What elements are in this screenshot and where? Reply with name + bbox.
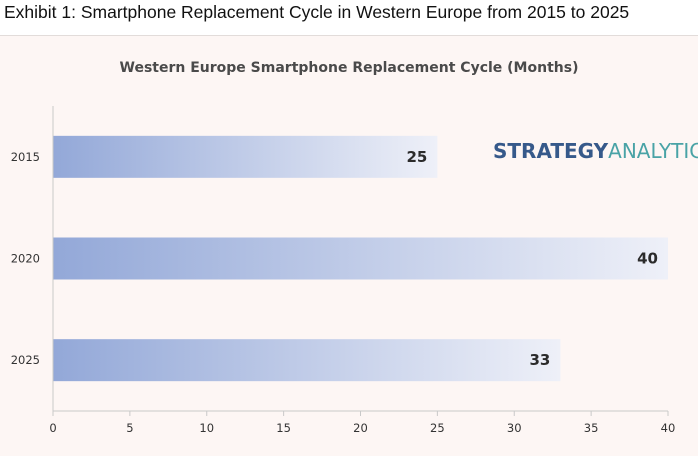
data-label-2020: 40 xyxy=(637,250,658,268)
category-label-2020: 2020 xyxy=(11,252,40,266)
logo-part-analytics: ANALYTICS xyxy=(608,139,698,163)
x-tick-label: 5 xyxy=(126,421,133,435)
bar-2020 xyxy=(53,237,668,280)
x-tick-label: 0 xyxy=(49,421,56,435)
x-tick-label: 30 xyxy=(507,421,522,435)
exhibit-title: Exhibit 1: Smartphone Replacement Cycle … xyxy=(4,2,630,22)
logo-part-strategy: STRATEGY xyxy=(493,139,609,163)
x-tick-label: 40 xyxy=(661,421,676,435)
bar-2025 xyxy=(53,339,561,382)
strategy-analytics-logo: STRATEGYANALYTICS xyxy=(493,139,698,163)
bar-2015 xyxy=(53,135,438,178)
x-tick-label: 25 xyxy=(430,421,445,435)
data-label-2025: 33 xyxy=(530,351,551,369)
data-label-2015: 25 xyxy=(407,148,428,166)
chart-title: Western Europe Smartphone Replacement Cy… xyxy=(120,60,579,76)
x-tick-label: 10 xyxy=(199,421,214,435)
x-tick-label: 35 xyxy=(584,421,599,435)
chart-panel: Western Europe Smartphone Replacement Cy… xyxy=(0,35,698,456)
x-tick-label: 15 xyxy=(276,421,291,435)
category-label-2025: 2025 xyxy=(11,353,40,367)
category-label-2015: 2015 xyxy=(11,150,40,164)
svg-text:STRATEGYANALYTICS: STRATEGYANALYTICS xyxy=(493,139,698,163)
bar-chart: Western Europe Smartphone Replacement Cy… xyxy=(11,60,698,435)
x-tick-label: 20 xyxy=(353,421,368,435)
